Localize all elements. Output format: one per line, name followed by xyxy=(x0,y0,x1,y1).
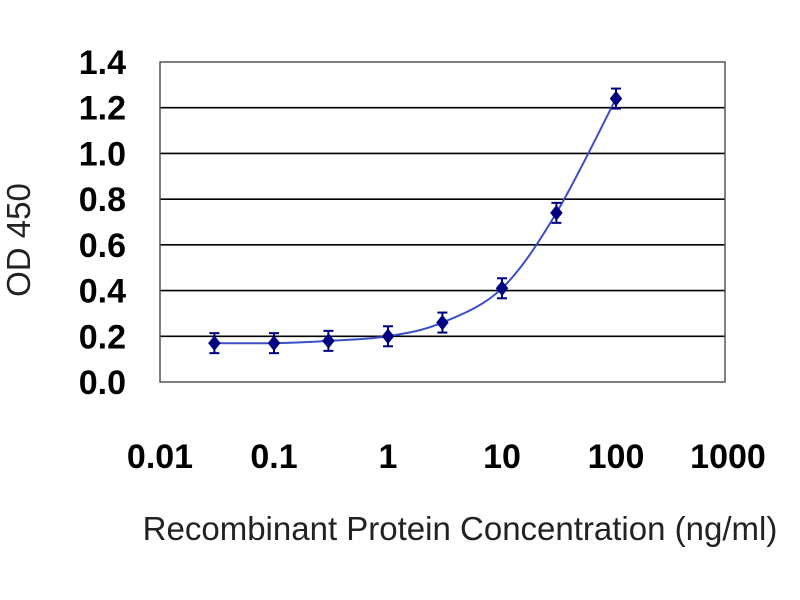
y-axis-label: OD 450 xyxy=(0,183,37,297)
y-tick-label: 1.2 xyxy=(79,90,126,128)
data-point xyxy=(495,280,509,297)
y-tick-label: 0.4 xyxy=(79,273,126,311)
series-group xyxy=(208,87,623,355)
x-axis-label: Recombinant Protein Concentration (ng/ml… xyxy=(143,510,778,547)
x-tick-label: 10 xyxy=(483,438,521,476)
data-point xyxy=(267,335,281,351)
x-tick-label: 100 xyxy=(588,438,645,476)
y-tick-label: 0.6 xyxy=(79,227,126,265)
y-tick-labels: 0.0 0.2 0.4 0.6 0.8 1.0 1.2 1.4 xyxy=(79,44,126,402)
x-tick-labels: 0.01 0.1 1 10 100 1000 xyxy=(127,438,766,476)
data-point xyxy=(322,333,335,349)
data-point xyxy=(436,314,449,331)
data-point xyxy=(609,90,623,107)
data-point xyxy=(550,205,563,221)
plot-area xyxy=(160,62,725,382)
y-tick-label: 0.2 xyxy=(79,318,126,356)
x-tick-label: 1000 xyxy=(690,438,766,476)
y-tick-label: 0.0 xyxy=(79,364,126,402)
grid-lines xyxy=(160,106,725,338)
data-point xyxy=(208,335,221,351)
y-tick-label: 1.0 xyxy=(79,135,126,173)
x-tick-label: 1 xyxy=(379,438,398,476)
x-tick-label: 0.01 xyxy=(127,438,193,476)
plot-frame xyxy=(159,61,726,383)
y-tick-label: 0.8 xyxy=(79,181,126,219)
data-point xyxy=(381,328,395,345)
y-tick-label: 1.4 xyxy=(79,44,126,82)
x-tick-label: 0.1 xyxy=(250,438,297,476)
